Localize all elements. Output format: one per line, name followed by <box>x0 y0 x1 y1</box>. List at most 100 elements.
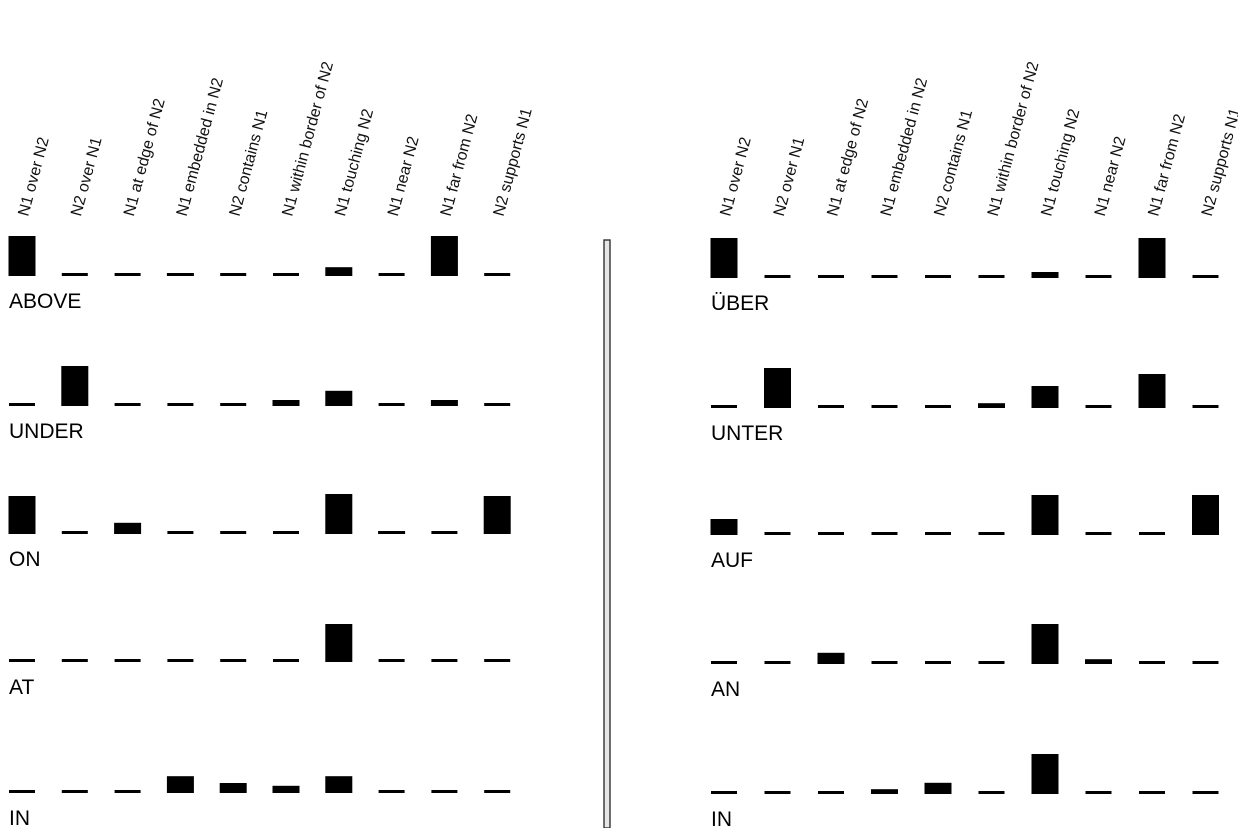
bar-unter-n1-at-edge-of-n2 <box>818 405 844 408</box>
bar-above-n2-over-n1 <box>61 273 88 276</box>
bar-über-n2-over-n1 <box>764 275 791 278</box>
bar-unter-n1-within-border-of-n2 <box>978 403 1005 408</box>
bar-an-n1-within-border-of-n2 <box>978 661 1005 664</box>
bar-unter-n2-contains-n1 <box>925 405 951 408</box>
bar-über-n1-near-n2 <box>1085 275 1112 278</box>
bar-in-n1-at-edge-of-n2 <box>114 790 141 793</box>
bar-über-n1-embedded-in-n2 <box>871 275 898 278</box>
bar-at-n1-over-n2 <box>9 659 35 662</box>
bar-in-n1-embedded-in-n2 <box>166 776 194 793</box>
bar-above-n1-within-border-of-n2 <box>273 273 299 276</box>
bar-above-n1-touching-n2 <box>325 267 353 276</box>
bar-at-n1-at-edge-of-n2 <box>114 659 141 662</box>
bar-über-n1-far-from-n2 <box>1138 238 1166 278</box>
bar-in-n1-within-border-of-n2 <box>978 791 1005 794</box>
bar-in-n1-near-n2 <box>378 790 405 793</box>
bar-unter-n1-far-from-n2 <box>1138 374 1166 408</box>
bar-at-n1-touching-n2 <box>325 624 353 662</box>
column-header-n2-contains-n1: N2 contains N1 <box>931 108 976 218</box>
bar-in-n1-at-edge-of-n2 <box>818 791 844 794</box>
column-header-n1-embedded-in-n2: N1 embedded in N2 <box>878 76 931 218</box>
bar-at-n2-supports-n1 <box>484 659 511 662</box>
bar-at-n1-far-from-n2 <box>431 659 458 662</box>
row-label-under: UNDER <box>9 420 84 443</box>
bar-on-n2-contains-n1 <box>220 531 247 534</box>
column-header-n1-at-edge-of-n2: N1 at edge of N2 <box>121 97 169 218</box>
bar-in-n1-embedded-in-n2 <box>871 789 898 794</box>
row-label-unter: UNTER <box>711 422 783 445</box>
column-header-n1-far-from-n2: N1 far from N2 <box>1145 112 1189 218</box>
bar-under-n1-at-edge-of-n2 <box>114 403 141 406</box>
bar-an-n1-over-n2 <box>711 661 737 664</box>
row-label-above: ABOVE <box>9 290 81 313</box>
bar-auf-n1-near-n2 <box>1085 532 1112 535</box>
bar-in-n2-over-n1 <box>764 791 791 794</box>
bar-über-n1-at-edge-of-n2 <box>818 275 844 278</box>
bar-über-n2-supports-n1 <box>1192 275 1219 278</box>
bar-at-n1-embedded-in-n2 <box>167 659 194 662</box>
row-label-in: IN <box>711 808 732 828</box>
chart-panel-german: N1 over N2 N2 over N1 N1 at edge of N2 N1 e… <box>710 60 1238 828</box>
bar-on-n1-far-from-n2 <box>431 531 458 534</box>
bar-on-n1-over-n2 <box>8 496 36 534</box>
bar-an-n1-at-edge-of-n2 <box>817 652 845 664</box>
bar-under-n1-over-n2 <box>9 403 35 406</box>
column-header-n1-within-border-of-n2: N1 within border of N2 <box>279 60 337 218</box>
bar-in-n2-over-n1 <box>61 790 88 793</box>
bar-auf-n2-supports-n1 <box>1192 495 1219 535</box>
bar-unter-n1-touching-n2 <box>1031 386 1059 408</box>
bar-on-n1-near-n2 <box>378 531 406 534</box>
bar-on-n2-over-n1 <box>61 531 88 534</box>
bar-at-n2-contains-n1 <box>220 659 247 662</box>
chart-panel-english: N1 over N2 N2 over N1 N1 at edge of N2 N1 e… <box>8 60 536 828</box>
bar-in-n1-far-from-n2 <box>431 790 458 793</box>
bar-in-n1-far-from-n2 <box>1139 791 1165 794</box>
bar-über-n1-over-n2 <box>710 238 738 278</box>
row-label-über: ÜBER <box>711 292 769 315</box>
bar-auf-n1-within-border-of-n2 <box>978 532 1005 535</box>
bar-above-n1-over-n2 <box>8 236 36 276</box>
bar-under-n1-far-from-n2 <box>430 400 458 406</box>
column-header-n2-contains-n1: N2 contains N1 <box>227 108 272 218</box>
bar-an-n2-contains-n1 <box>925 661 951 664</box>
column-header-n1-touching-n2: N1 touching N2 <box>1038 107 1083 218</box>
bar-under-n2-supports-n1 <box>484 403 511 406</box>
column-header-n1-within-border-of-n2: N1 within border of N2 <box>985 60 1043 218</box>
column-header-n2-supports-n1: N2 supports N1 <box>491 106 536 218</box>
column-header-n1-over-n2: N1 over N2 <box>717 135 754 218</box>
bar-under-n1-touching-n2 <box>325 390 353 406</box>
column-header-n1-far-from-n2: N1 far from N2 <box>438 112 482 218</box>
bar-unter-n2-over-n1 <box>764 368 791 408</box>
bar-above-n2-supports-n1 <box>484 273 511 276</box>
row-label-in: IN <box>9 807 30 828</box>
bar-an-n2-supports-n1 <box>1192 661 1219 664</box>
bar-above-n2-contains-n1 <box>220 273 247 276</box>
row-label-auf: AUF <box>711 549 753 572</box>
column-header-n2-over-n1: N2 over N1 <box>771 135 808 218</box>
bar-in-n1-within-border-of-n2 <box>272 785 300 793</box>
bar-über-n1-touching-n2 <box>1031 272 1059 278</box>
bar-auf-n1-embedded-in-n2 <box>871 532 898 535</box>
column-header-n1-near-n2: N1 near N2 <box>1092 135 1130 219</box>
column-header-n1-near-n2: N1 near N2 <box>385 135 423 219</box>
bar-above-n1-embedded-in-n2 <box>166 273 194 276</box>
bar-under-n1-within-border-of-n2 <box>272 400 300 406</box>
bar-on-n2-supports-n1 <box>483 496 511 534</box>
bar-über-n2-contains-n1 <box>925 275 951 278</box>
bar-under-n1-near-n2 <box>378 403 405 406</box>
bar-an-n1-touching-n2 <box>1031 624 1059 664</box>
bar-unter-n1-embedded-in-n2 <box>871 405 898 408</box>
column-header-n2-supports-n1: N2 supports N1 <box>1199 106 1238 218</box>
bar-in-n1-touching-n2 <box>1031 754 1059 794</box>
bar-on-n1-at-edge-of-n2 <box>114 522 142 534</box>
bar-unter-n1-near-n2 <box>1085 405 1112 408</box>
bar-in-n1-touching-n2 <box>325 776 353 793</box>
bar-on-n1-embedded-in-n2 <box>167 531 194 534</box>
bar-at-n2-over-n1 <box>61 659 88 662</box>
bar-in-n1-near-n2 <box>1085 791 1112 794</box>
bar-über-n1-within-border-of-n2 <box>978 275 1005 278</box>
column-header-n1-embedded-in-n2: N1 embedded in N2 <box>174 76 227 218</box>
bar-under-n2-over-n1 <box>61 366 89 406</box>
panel-divider <box>603 239 611 828</box>
